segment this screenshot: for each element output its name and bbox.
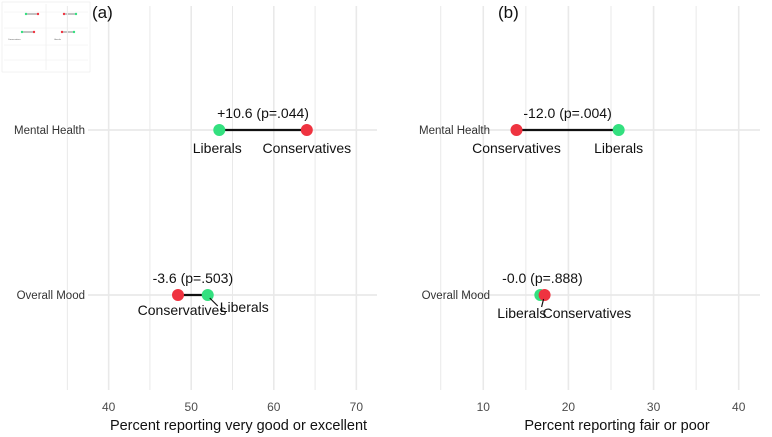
conservatives-leader-line [541, 298, 545, 308]
conservatives-label: Conservatives [543, 305, 632, 321]
conservatives-point [510, 124, 523, 136]
inset-thumbnail: Conservatives Liberals [1, 1, 91, 73]
panel-label: (b) [498, 3, 519, 22]
inset-label-conservatives: Conservatives [8, 38, 21, 41]
x-tick-label: 40 [102, 400, 116, 414]
category-label: Mental Health [14, 125, 85, 137]
liberals-point [201, 289, 214, 301]
x-tick-label: 60 [267, 400, 281, 414]
difference-annotation: -12.0 (p=.004) [523, 105, 611, 121]
x-tick-label: 70 [350, 400, 364, 414]
liberals-leader-line [209, 297, 219, 307]
liberals-label: Liberals [220, 299, 269, 315]
x-tick-label: 30 [647, 400, 661, 414]
liberals-point [612, 124, 625, 136]
x-tick-label: 50 [185, 400, 199, 414]
category-label: Overall Mood [422, 290, 490, 302]
liberals-label: Liberals [193, 140, 242, 156]
difference-annotation: -3.6 (p=.503) [153, 270, 234, 286]
conservatives-label: Conservatives [262, 140, 351, 156]
conservatives-point [538, 289, 551, 301]
liberals-point [213, 124, 226, 136]
conservatives-label: Conservatives [472, 140, 561, 156]
x-tick-label: 40 [732, 400, 746, 414]
panel-a: 40 50 60 70 (a) Percent reporting very good o… [14, 3, 377, 434]
x-tick-label: 20 [562, 400, 576, 414]
x-axis-label: Percent reporting fair or poor [524, 418, 710, 434]
panel-label: (a) [92, 3, 113, 22]
difference-annotation: -0.0 (p=.888) [502, 270, 583, 286]
x-tick-label: 10 [477, 400, 491, 414]
category-label: Mental Health [419, 125, 490, 137]
difference-annotation: +10.6 (p=.044) [217, 105, 309, 121]
inset-label-liberals: Liberals [54, 39, 61, 41]
conservatives-point [300, 124, 313, 136]
conservatives-label: Conservatives [138, 302, 227, 318]
category-label: Overall Mood [17, 290, 85, 302]
liberals-label: Liberals [594, 140, 643, 156]
conservatives-point [172, 289, 185, 301]
panel-b: 10 20 30 40 (b) Percent reporting fair or poo… [419, 3, 760, 434]
x-axis-label: Percent reporting very good or excellent [110, 418, 367, 434]
liberals-label: Liberals [497, 305, 546, 321]
